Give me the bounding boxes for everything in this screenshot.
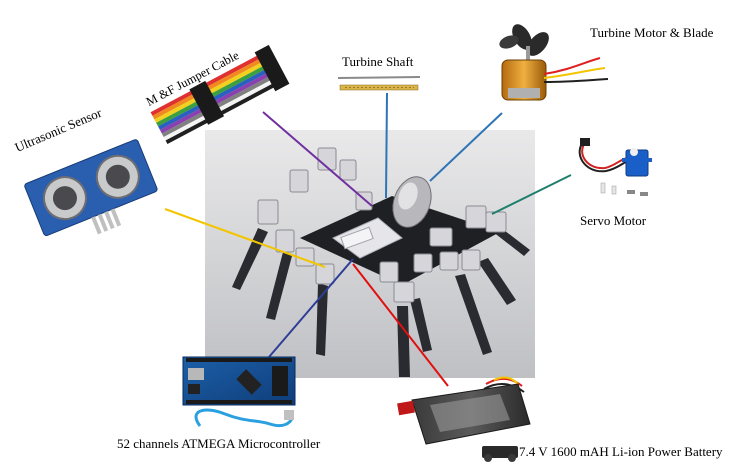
robot-legs (232, 224, 530, 377)
turbine-shaft-image (337, 76, 421, 91)
label-servo-motor: Servo Motor (580, 213, 647, 228)
cable-connector-line (262, 111, 373, 207)
mcu-connector-line (268, 258, 354, 358)
servo-connector-line (491, 174, 572, 215)
shaft-connector-line (385, 92, 388, 199)
servo-motor-image (578, 138, 652, 196)
turbine-motor-image (499, 24, 609, 101)
ultrasonic-sensor-image (24, 139, 158, 237)
label-turbine-motor: Turbine Motor & Blade (590, 25, 714, 40)
jumper-cable-image (150, 44, 290, 145)
turbine-connector-line (429, 112, 503, 182)
battery-connector-line (352, 263, 449, 387)
label-turbine-shaft: Turbine Shaft (342, 54, 414, 69)
robot-body (300, 176, 500, 285)
battery-image (397, 376, 531, 462)
label-microcontroller: 52 channels ATMEGA Microcontroller (117, 436, 321, 451)
label-battery: 7.4 V 1600 mAH Li-ion Power Battery (519, 444, 723, 459)
ultrasonic-connector-line (164, 208, 326, 268)
microcontroller-image (182, 356, 296, 428)
